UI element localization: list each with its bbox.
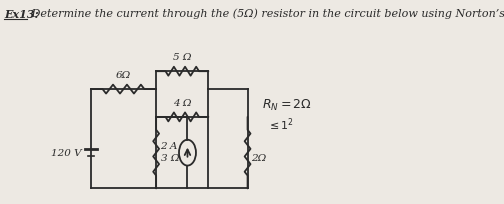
- Text: $R_N = 2\Omega$: $R_N = 2\Omega$: [262, 97, 312, 112]
- Text: Determine the current through the (5Ω) resistor in the circuit below using Norto: Determine the current through the (5Ω) r…: [28, 9, 504, 19]
- Text: $\leq 1^2$: $\leq 1^2$: [267, 116, 294, 133]
- Text: 4 Ω: 4 Ω: [173, 99, 192, 108]
- Text: Ex13:: Ex13:: [4, 9, 39, 20]
- Text: 6Ω: 6Ω: [116, 71, 131, 80]
- Text: 2 A: 2 A: [160, 142, 177, 151]
- Text: 5 Ω: 5 Ω: [173, 53, 192, 62]
- Text: 2Ω: 2Ω: [251, 153, 266, 162]
- Text: 120 V: 120 V: [51, 149, 82, 157]
- Text: 3 Ω: 3 Ω: [161, 153, 179, 162]
